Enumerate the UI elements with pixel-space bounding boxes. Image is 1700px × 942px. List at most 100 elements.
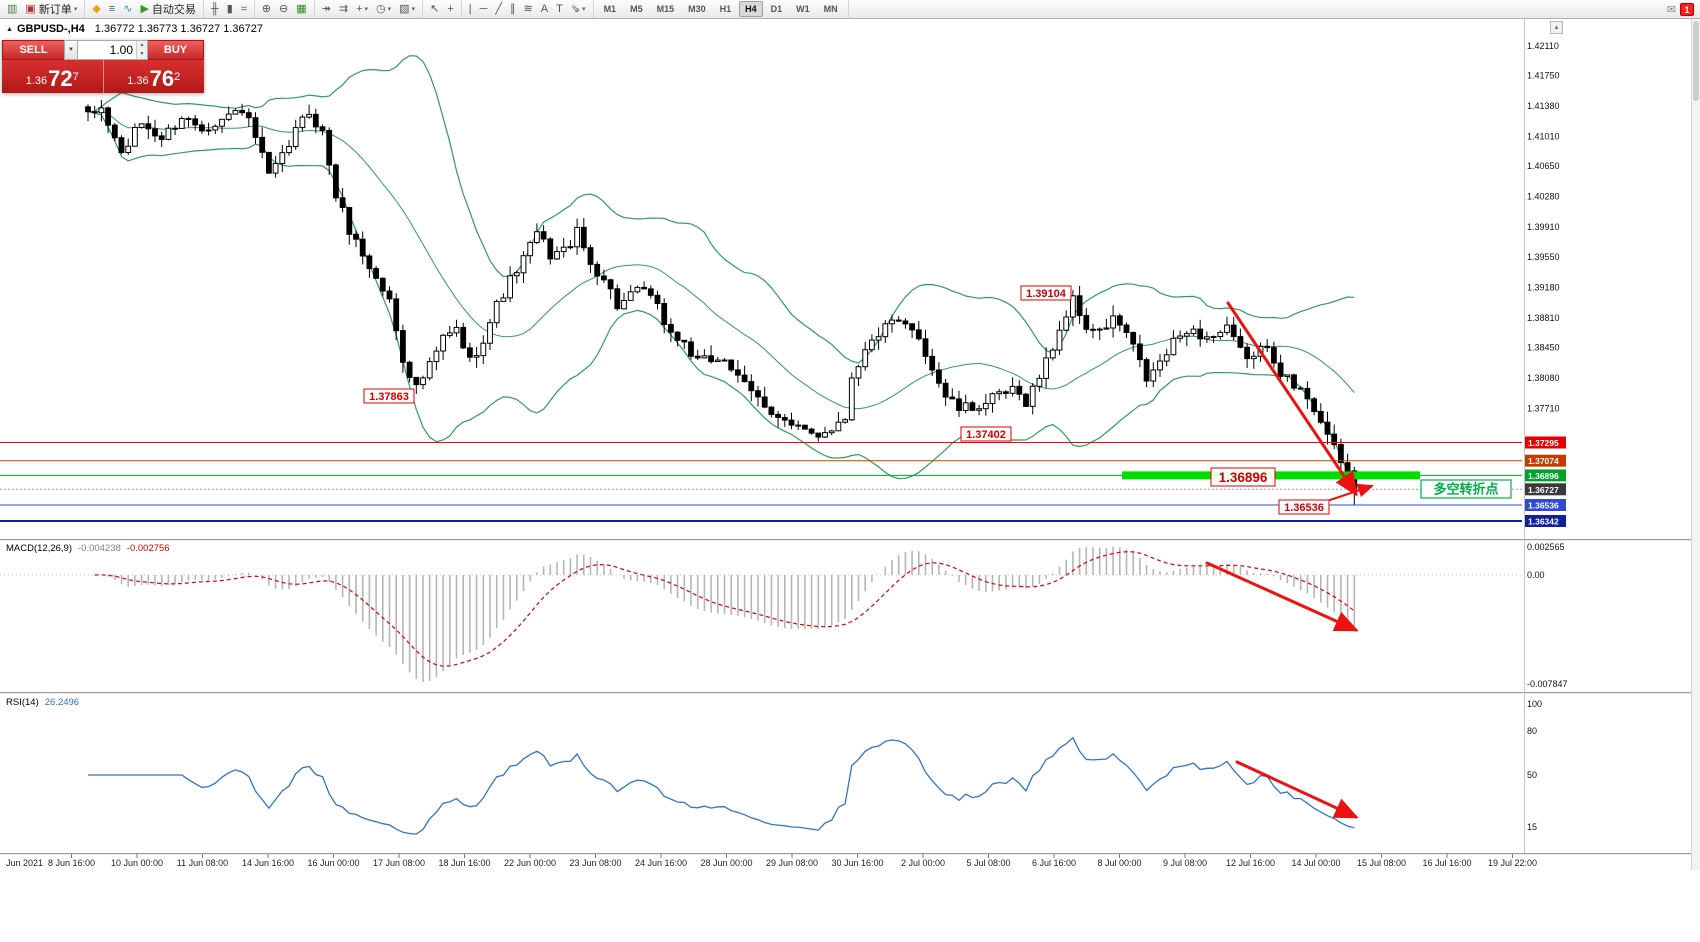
svg-text:80: 80 [1527, 726, 1537, 736]
timeframe-button-m15[interactable]: M15 [656, 4, 675, 14]
macd-scale[interactable]: 0.002565 0.00 -0.007847 [1527, 542, 1568, 689]
rsi-line [88, 736, 1355, 835]
price-label-annotation[interactable] [960, 426, 1012, 442]
arrows-dropdown-caret[interactable]: ▾ [582, 6, 586, 13]
periods-dropdown-caret[interactable]: ▾ [387, 6, 392, 13]
equidistant-channel-button[interactable]: ∥ [506, 1, 520, 17]
horizontal-line-button[interactable]: ─ [476, 1, 492, 17]
message-icon[interactable]: ✉ [1666, 3, 1676, 16]
timeframe-button-h1[interactable]: H1 [719, 4, 732, 14]
equidistant-channel-icon: ∥ [510, 2, 516, 15]
trend-arrow[interactable] [1235, 760, 1359, 819]
new-order-dropdown-caret[interactable]: ▾ [73, 6, 78, 13]
toolbar-group-chart-controls: ↠ ⇉ + ▾ ◷ ▾ ▧ ▾ [315, 0, 424, 18]
svg-text:1.38450: 1.38450 [1527, 342, 1560, 352]
sell-price-display[interactable]: 1.36 72 7 [2, 60, 104, 93]
auto-scroll-button[interactable]: ↠ [318, 1, 335, 17]
volume-stepper[interactable]: ▲ ▼ [136, 41, 147, 59]
templates-dropdown-caret[interactable]: ▾ [411, 6, 416, 13]
rsi-scale[interactable]: 100 80 50 15 [1527, 699, 1542, 832]
macd-label: MACD(12,26,9) -0.004238 -0.002756 [6, 543, 170, 554]
trendline-button[interactable]: ╱ [491, 1, 506, 17]
sell-price-prefix: 1.36 [25, 75, 48, 87]
fibonacci-button[interactable]: ≋ [520, 1, 537, 17]
toolbar-group-cursor-tools: ↖ + [423, 0, 462, 18]
price-label-annotation[interactable] [1020, 285, 1072, 301]
timeframe-button-d1[interactable]: D1 [770, 4, 783, 14]
indicators-dropdown-caret[interactable]: ▾ [364, 6, 369, 13]
svg-text:14 Jun 16:00: 14 Jun 16:00 [242, 858, 294, 868]
candlestick-chart-button[interactable]: ▮ [223, 1, 237, 17]
new-order-button[interactable]: ▣ 新订单 ▾ [21, 1, 81, 17]
svg-text:16 Jul 16:00: 16 Jul 16:00 [1422, 858, 1471, 868]
trend-arrow[interactable] [1205, 561, 1359, 632]
svg-text:1.40280: 1.40280 [1527, 192, 1560, 202]
collapse-triangle-icon[interactable]: ▲ [6, 26, 13, 33]
bar-chart-button[interactable]: ╫ [207, 1, 223, 17]
one-click-trading-panel: SELL ▼ ▲ ▼ BUY 1.36 72 7 1.36 76 2 [2, 40, 204, 93]
new-chart-button[interactable]: ▥ [3, 1, 21, 17]
svg-text:1.39550: 1.39550 [1527, 252, 1560, 262]
crosshair-button[interactable]: + [443, 1, 457, 17]
auto-scroll-icon: ↠ [321, 2, 331, 15]
candlestick-chart-icon: ▮ [226, 2, 233, 15]
zoom-out-button[interactable]: ⊖ [275, 1, 292, 17]
scrollbar-thumb[interactable] [1693, 21, 1699, 101]
price-label-annotation[interactable] [1278, 499, 1330, 515]
timeframe-button-m5[interactable]: M5 [630, 4, 643, 14]
arrows-button[interactable]: ⇘ ▾ [567, 1, 590, 17]
volume-down-icon[interactable]: ▼ [137, 50, 147, 59]
timeframe-button-m30[interactable]: M30 [688, 4, 706, 14]
signals-button[interactable]: ∿ [119, 1, 136, 17]
notification-badge[interactable]: 1 [1680, 2, 1694, 16]
vertical-line-button[interactable]: | [465, 1, 476, 17]
buy-price-display[interactable]: 1.36 76 2 [104, 60, 205, 93]
buy-button[interactable]: BUY [148, 40, 204, 60]
sell-button[interactable]: SELL [2, 40, 64, 60]
toolbar-right: ✉ 1 [1666, 2, 1700, 16]
timeframe-button-mn[interactable]: MN [823, 4, 838, 14]
svg-text:15: 15 [1527, 822, 1537, 832]
pivot-annotation[interactable] [1420, 479, 1512, 499]
svg-text:1.40650: 1.40650 [1527, 161, 1560, 171]
periods-button[interactable]: ◷ ▾ [372, 1, 395, 17]
chart-shift-icon: ⇉ [338, 2, 349, 15]
price-scale[interactable]: 1.42110 1.41750 1.41380 1.41010 1.40650 1.402… [1525, 41, 1566, 527]
text-label-button[interactable]: T [552, 1, 567, 17]
price-label-annotation[interactable] [363, 388, 415, 404]
zoom-in-button[interactable]: ⊕ [258, 1, 275, 17]
volume-dropdown-caret[interactable]: ▼ [64, 40, 78, 60]
text-icon: A [540, 2, 549, 15]
volume-input[interactable] [78, 43, 136, 57]
trend-arrow[interactable] [1329, 483, 1374, 501]
vertical-line-icon: | [468, 2, 472, 15]
indicators-button[interactable]: + ▾ [352, 1, 372, 17]
templates-button[interactable]: ▧ ▾ [395, 1, 419, 17]
line-chart-button[interactable]: ≈ [237, 1, 251, 17]
metaeditor-button[interactable]: ◆ [88, 1, 104, 17]
scroll-up-button[interactable]: ▲ [1550, 21, 1563, 34]
cursor-button[interactable]: ↖ [426, 1, 443, 17]
trend-arrow[interactable] [1226, 301, 1358, 497]
time-scale[interactable]: Jun 2021 8 Jun 16:00 10 Jun 00:00 11 Jun 08… [6, 854, 1537, 868]
svg-text:6 Jul 16:00: 6 Jul 16:00 [1032, 858, 1076, 868]
timeframe-button-h4[interactable]: H4 [739, 1, 763, 17]
vertical-scrollbar[interactable] [1691, 19, 1700, 870]
autotrading-label: 自动交易 [151, 4, 196, 16]
timeframe-button-w1[interactable]: W1 [796, 4, 810, 14]
tile-windows-button[interactable]: ▦ [292, 1, 310, 17]
svg-text:17 Jun 08:00: 17 Jun 08:00 [373, 858, 425, 868]
market-watch-button[interactable]: ≡ [105, 1, 119, 17]
toolbar-group-draw-tools: | ─ ╱ ∥ ≋ A T ⇘ ▾ [462, 0, 594, 18]
svg-text:5 Jul 08:00: 5 Jul 08:00 [966, 858, 1010, 868]
autotrading-button[interactable]: ▶ 自动交易 [136, 1, 199, 17]
zoom-in-icon: ⊕ [261, 2, 272, 15]
price-label-annotation[interactable] [1210, 467, 1276, 487]
timeframe-button-m1[interactable]: M1 [603, 4, 617, 14]
chart-shift-button[interactable]: ⇉ [335, 1, 352, 17]
volume-up-icon[interactable]: ▲ [137, 41, 147, 50]
text-button[interactable]: A [537, 1, 552, 17]
svg-text:1.42110: 1.42110 [1527, 41, 1559, 51]
